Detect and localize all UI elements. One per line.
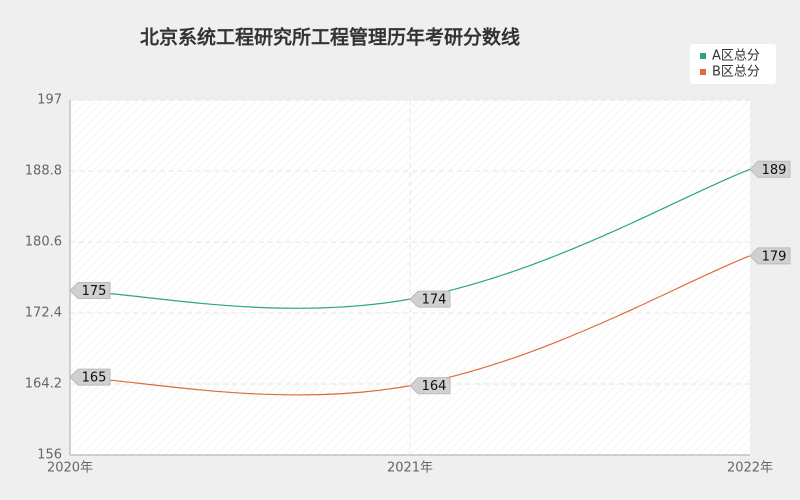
legend-box <box>690 44 776 84</box>
value-label: 179 <box>762 249 787 264</box>
value-label-tag <box>409 377 451 395</box>
value-label: 164 <box>422 379 447 394</box>
legend-label: A区总分 <box>712 49 760 64</box>
legend-marker <box>700 69 706 75</box>
y-tick-label: 156 <box>37 448 62 463</box>
y-tick-label: 197 <box>37 93 62 108</box>
x-tick-label: 2021年 <box>387 461 433 476</box>
x-tick-label: 2020年 <box>47 461 93 476</box>
chart-title: 北京系统工程研究所工程管理历年考研分数线 <box>140 26 520 49</box>
value-label-tag <box>69 281 111 299</box>
plot-area <box>70 100 750 455</box>
value-label: 175 <box>82 284 107 299</box>
y-tick-label: 172.4 <box>25 306 62 321</box>
value-label-tag <box>749 247 791 265</box>
value-label: 165 <box>82 371 107 386</box>
y-tick-label: 180.6 <box>25 235 62 250</box>
legend-marker <box>700 53 706 59</box>
y-tick-label: 188.8 <box>25 164 62 179</box>
value-label-tag <box>69 368 111 386</box>
value-label-tag <box>409 290 451 308</box>
value-label-tag <box>749 160 791 178</box>
x-tick-label: 2022年 <box>727 461 773 476</box>
value-label: 189 <box>762 163 787 178</box>
legend-label: B区总分 <box>712 65 760 80</box>
value-label: 174 <box>422 293 447 308</box>
y-tick-label: 164.2 <box>25 377 62 392</box>
